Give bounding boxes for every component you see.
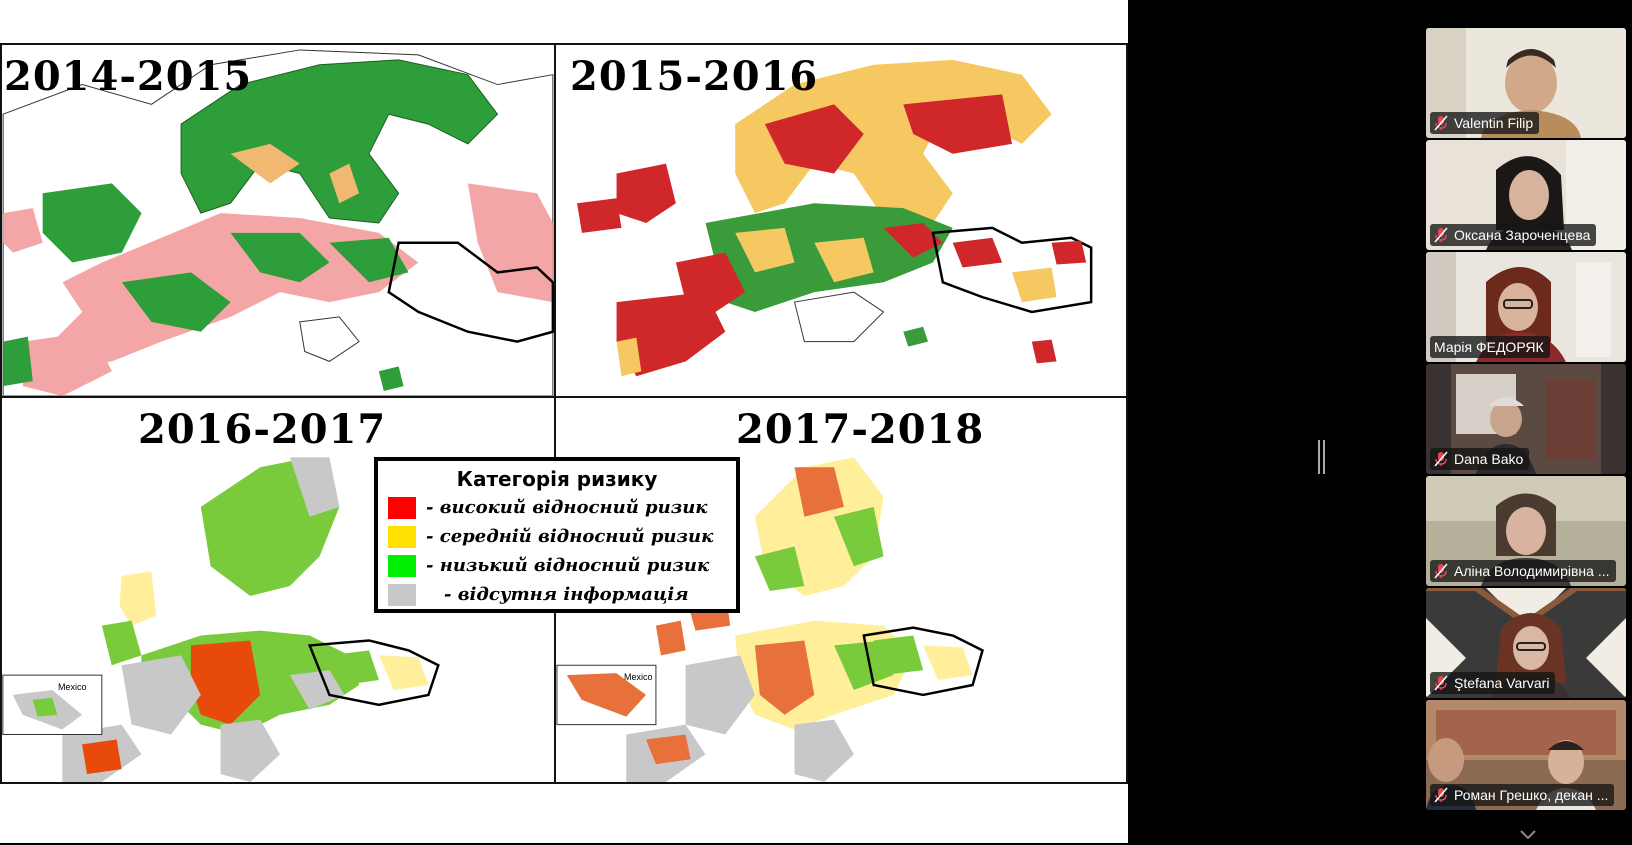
presentation-slide: 2014-2015 bbox=[0, 43, 1128, 817]
legend-label: - середній відносний ризик bbox=[426, 526, 714, 547]
mic-muted-icon bbox=[1434, 787, 1448, 803]
participant-name: Оксана Зароченцева bbox=[1454, 227, 1591, 243]
participant-name: Марія ФЕДОРЯК bbox=[1434, 339, 1544, 355]
inset-label-mexico: Mexico bbox=[624, 672, 653, 682]
legend-item: - середній відносний ризик bbox=[388, 522, 726, 551]
participant-name: Роман Грешко, декан ... bbox=[1454, 787, 1609, 803]
inset-label-mexico: Mexico bbox=[58, 682, 87, 692]
participant-video-tile[interactable]: Dana Bako bbox=[1426, 364, 1626, 474]
participant-name: Аліна Володимирівна ... bbox=[1454, 563, 1610, 579]
participant-name: Valentin Filip bbox=[1454, 115, 1534, 131]
panel-resize-handle[interactable] bbox=[1318, 440, 1326, 474]
chevron-down-icon[interactable] bbox=[1519, 826, 1537, 840]
europe-map-2014-2015 bbox=[2, 45, 554, 396]
legend-label: - відсутня інформація bbox=[444, 584, 689, 605]
legend-label: - високий відносний ризик bbox=[426, 497, 708, 518]
legend-item: - високий відносний ризик bbox=[388, 493, 726, 522]
legend-swatch-high bbox=[388, 496, 416, 519]
participant-video-tile[interactable]: Valentin Filip bbox=[1426, 28, 1626, 138]
legend-swatch-no-data bbox=[388, 583, 416, 606]
participant-name: Ştefana Varvari bbox=[1454, 675, 1550, 691]
europe-map-2017-2018 bbox=[556, 398, 1126, 782]
risk-legend: Категорія ризику - високий відносний риз… bbox=[374, 457, 740, 613]
participant-name-tag: Марія ФЕДОРЯК bbox=[1430, 336, 1550, 358]
participant-video-tile[interactable]: Ştefana Varvari bbox=[1426, 588, 1626, 698]
year-label: 2017-2018 bbox=[736, 406, 985, 453]
europe-map-2015-2016 bbox=[557, 45, 1125, 396]
legend-item: - низький відносний ризик bbox=[388, 551, 726, 580]
participant-name-tag: Valentin Filip bbox=[1430, 112, 1540, 134]
map-panel-2015-2016: 2015-2016 bbox=[554, 43, 1128, 398]
mic-muted-icon bbox=[1434, 675, 1448, 691]
year-label: 2015-2016 bbox=[570, 53, 819, 100]
legend-title: Категорія ризику bbox=[456, 467, 658, 491]
participant-name-tag: Роман Грешко, декан ... bbox=[1430, 784, 1615, 806]
participant-name-tag: Dana Bako bbox=[1430, 448, 1530, 470]
legend-label: - низький відносний ризик bbox=[426, 555, 710, 576]
participant-gallery: Valentin Filip Оксана Зароченцева bbox=[1426, 28, 1628, 812]
legend-swatch-low bbox=[388, 554, 416, 577]
mic-muted-icon bbox=[1434, 563, 1448, 579]
mic-muted-icon bbox=[1434, 227, 1448, 243]
participant-video-tile[interactable]: Оксана Зароченцева bbox=[1426, 140, 1626, 250]
participant-name-tag: Аліна Володимирівна ... bbox=[1430, 560, 1616, 582]
participant-name: Dana Bako bbox=[1454, 451, 1524, 467]
map-panel-2014-2015: 2014-2015 bbox=[0, 43, 556, 398]
mic-muted-icon bbox=[1434, 115, 1448, 131]
map-panel-2017-2018: 2017-2018 Mexico bbox=[554, 396, 1128, 784]
year-label: 2014-2015 bbox=[4, 53, 253, 100]
participant-video-tile[interactable]: Роман Грешко, декан ... bbox=[1426, 700, 1626, 810]
participant-name-tag: Ştefana Varvari bbox=[1430, 672, 1556, 694]
slide-bottom-margin bbox=[0, 817, 1128, 843]
participant-video-tile[interactable]: Аліна Володимирівна ... bbox=[1426, 476, 1626, 586]
legend-item: - відсутня інформація bbox=[388, 580, 726, 609]
legend-swatch-medium bbox=[388, 525, 416, 548]
participant-name-tag: Оксана Зароченцева bbox=[1430, 224, 1597, 246]
year-label: 2016-2017 bbox=[138, 406, 387, 453]
shared-screen[interactable]: 2014-2015 bbox=[0, 0, 1128, 843]
participant-video-tile-active-speaker[interactable]: Марія ФЕДОРЯК bbox=[1426, 252, 1626, 362]
mic-muted-icon bbox=[1434, 451, 1448, 467]
